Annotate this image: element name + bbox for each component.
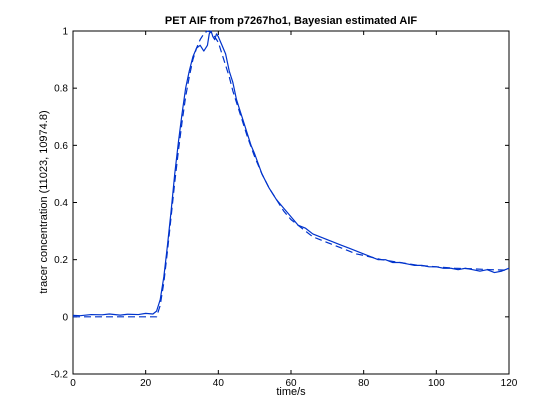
y-tick-label: 0.2 — [54, 255, 68, 266]
axis-ticks: 0 20 40 60 80 100 120-0.200.20.40.60.81 — [51, 27, 518, 390]
x-tick-label: 40 — [213, 378, 225, 389]
series-line-dashed — [73, 30, 510, 318]
x-tick-label: 100 — [428, 378, 445, 389]
y-tick-label: 0.4 — [54, 198, 68, 209]
chart-title: PET AIF from p7267ho1, Bayesian estimate… — [165, 15, 418, 27]
y-tick-label: 0.6 — [54, 141, 68, 152]
y-tick-label: 0.8 — [54, 84, 68, 95]
x-tick-label: 60 — [285, 378, 297, 389]
x-tick-label: 80 — [358, 378, 370, 389]
y-tick-label: -0.2 — [51, 370, 69, 381]
y-tick-label: 1 — [62, 27, 68, 38]
series-line-solid — [72, 30, 510, 317]
x-tick-label: 20 — [140, 378, 152, 389]
plot-area — [72, 30, 510, 375]
y-axis-label: tracer concentration (11023, 10974.8) — [38, 110, 50, 293]
series-layer — [72, 30, 510, 318]
y-tick-label: 0 — [62, 312, 68, 323]
x-tick-label: 0 — [70, 378, 76, 389]
x-axis-label: time/s — [276, 386, 306, 398]
x-tick-label: 120 — [501, 378, 518, 389]
